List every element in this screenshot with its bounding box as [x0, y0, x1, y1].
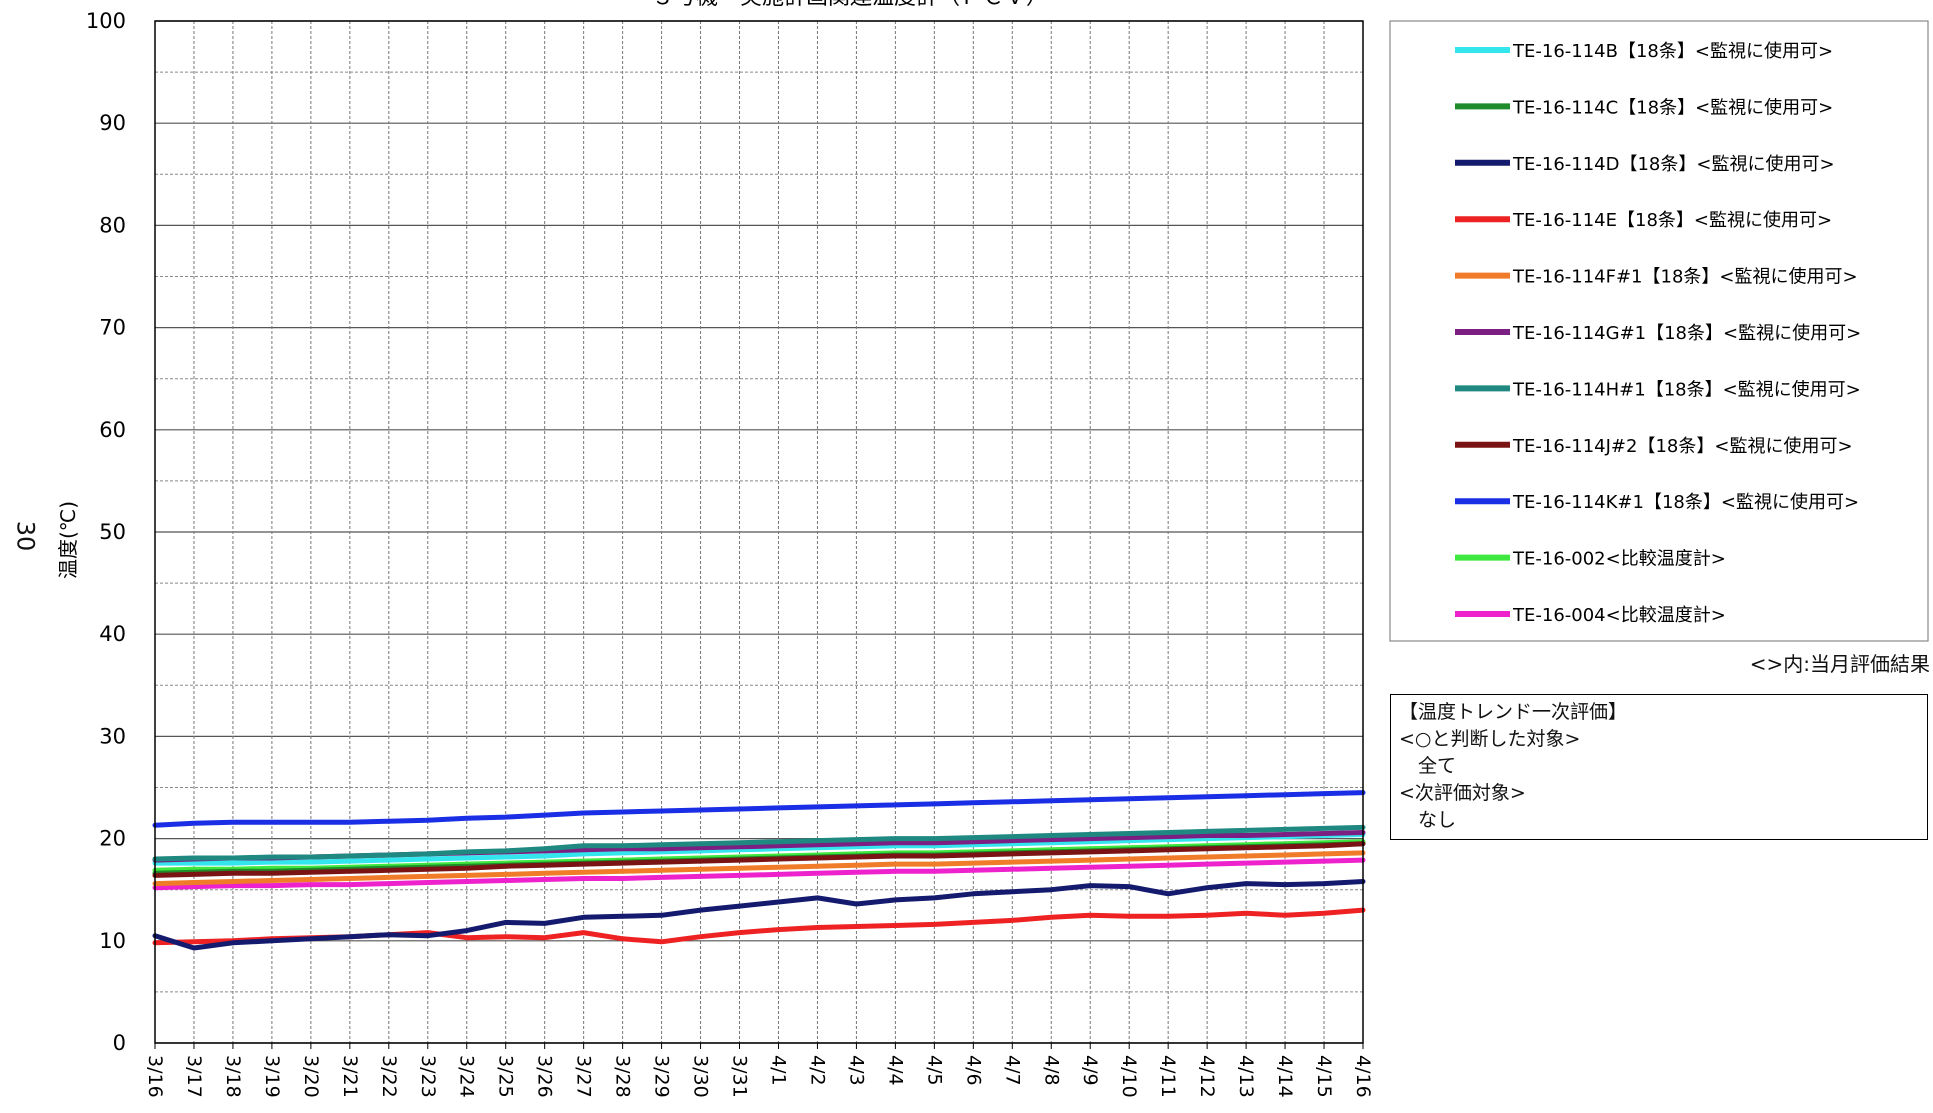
x-tick-label: 4/5 [923, 1055, 945, 1086]
legend-entry: TE-16-114K#1【18条】<監視に使用可> [1512, 492, 1859, 513]
legend-entry: TE-16-114C【18条】<監視に使用可> [1512, 97, 1833, 118]
legend-entry: TE-16-114D【18条】<監視に使用可> [1512, 154, 1835, 175]
legend-entry: TE-16-114B【18条】<監視に使用可> [1512, 41, 1833, 62]
y-tick-label: 20 [99, 827, 126, 851]
x-tick-label: 3/24 [456, 1055, 478, 1098]
x-tick-label: 3/21 [339, 1055, 361, 1098]
evaluation-line: <次評価対象> [1399, 782, 1526, 804]
x-tick-label: 4/4 [884, 1055, 906, 1086]
y-tick-label: 40 [99, 622, 126, 646]
evaluation-line: 全て [1399, 755, 1457, 777]
x-tick-label: 4/8 [1040, 1055, 1062, 1086]
legend-entry: TE-16-114H#1【18条】<監視に使用可> [1512, 379, 1861, 400]
x-tick-label: 3/18 [222, 1055, 244, 1098]
x-tick-label: 4/13 [1235, 1055, 1257, 1098]
series-lines [152, 790, 1366, 951]
x-tick-label: 3/19 [261, 1055, 283, 1098]
series-line [152, 850, 1366, 887]
y-tick-label: 70 [99, 316, 126, 340]
x-tick-label: 4/2 [806, 1055, 828, 1086]
evaluation-line: 【温度トレンド一次評価】 [1399, 701, 1628, 723]
x-tick-label: 4/10 [1118, 1055, 1140, 1098]
axes: 0 10 20 30 40 50 60 70 80 90 100 3/16 3/17 3/18 3/19 3/… [86, 9, 1374, 1098]
y-tick-label: 80 [99, 213, 126, 237]
x-tick-label: 3/30 [690, 1055, 712, 1098]
x-tick-label: 4/12 [1196, 1055, 1218, 1098]
x-tick-label: 3/31 [729, 1055, 751, 1098]
x-tick-label: 3/25 [495, 1055, 517, 1098]
legend-entry: TE-16-114G#1【18条】<監視に使用可> [1512, 323, 1861, 344]
y-tick-label: 100 [86, 9, 126, 33]
y-tick-label: 50 [99, 520, 126, 544]
series-line [152, 824, 1366, 862]
y-tick-label: 10 [99, 929, 126, 953]
series-line [152, 790, 1366, 828]
x-tick-label: 4/11 [1157, 1055, 1179, 1098]
x-tick-label: 4/7 [1001, 1055, 1023, 1086]
x-tick-label: 3/17 [183, 1055, 205, 1098]
legend-entry: TE-16-114J#2【18条】<監視に使用可> [1512, 436, 1853, 457]
legend-note: <>内:当月評価結果 [1749, 652, 1930, 676]
y-tick-label: 0 [113, 1031, 126, 1055]
evaluation-box: 【温度トレンド一次評価】 <○と判断した対象> 全て <次評価対象> なし [1390, 694, 1928, 840]
y-tick-label: 90 [99, 111, 126, 135]
x-tick-label: 3/27 [573, 1055, 595, 1098]
x-tick-label: 3/16 [144, 1055, 166, 1098]
side-page-number: 30 [11, 520, 40, 552]
legend: TE-16-114B【18条】<監視に使用可> TE-16-114C【18条】<監… [1389, 20, 1929, 642]
x-tick-label: 3/20 [300, 1055, 322, 1098]
x-tick-label: 3/29 [651, 1055, 673, 1098]
x-tick-label: 4/6 [962, 1055, 984, 1086]
y-axis-label: 温度(℃) [56, 501, 80, 579]
y-tick-label: 30 [99, 724, 126, 748]
series-line [152, 879, 1366, 951]
evaluation-line: <○と判断した対象> [1399, 728, 1581, 750]
series-line [152, 857, 1366, 891]
legend-entry: TE-16-114F#1【18条】<監視に使用可> [1512, 267, 1858, 288]
y-tick-label: 60 [99, 418, 126, 442]
x-tick-label: 4/16 [1352, 1055, 1374, 1098]
x-tick-label: 4/14 [1274, 1055, 1296, 1098]
legend-entry: TE-16-004<比較温度計> [1512, 605, 1726, 626]
series-line [152, 841, 1366, 878]
x-tick-label: 3/26 [534, 1055, 556, 1098]
x-tick-label: 3/28 [612, 1055, 634, 1098]
x-tick-label: 3/22 [378, 1055, 400, 1098]
legend-entry: TE-16-002<比較温度計> [1512, 549, 1726, 570]
legend-entry: TE-16-114E【18条】<監視に使用可> [1512, 210, 1832, 231]
plot-border [154, 20, 1364, 1044]
x-tick-label: 4/3 [845, 1055, 867, 1086]
chart-title: ３号機 実施計画関連温度計（ＰＣＶ） [652, 0, 1048, 10]
evaluation-line: なし [1399, 809, 1457, 831]
series-line [152, 832, 1366, 866]
x-tick-label: 4/15 [1313, 1055, 1335, 1098]
x-tick-label: 3/23 [417, 1055, 439, 1098]
x-tick-label: 4/1 [767, 1055, 789, 1086]
x-tick-label: 4/9 [1079, 1055, 1101, 1086]
